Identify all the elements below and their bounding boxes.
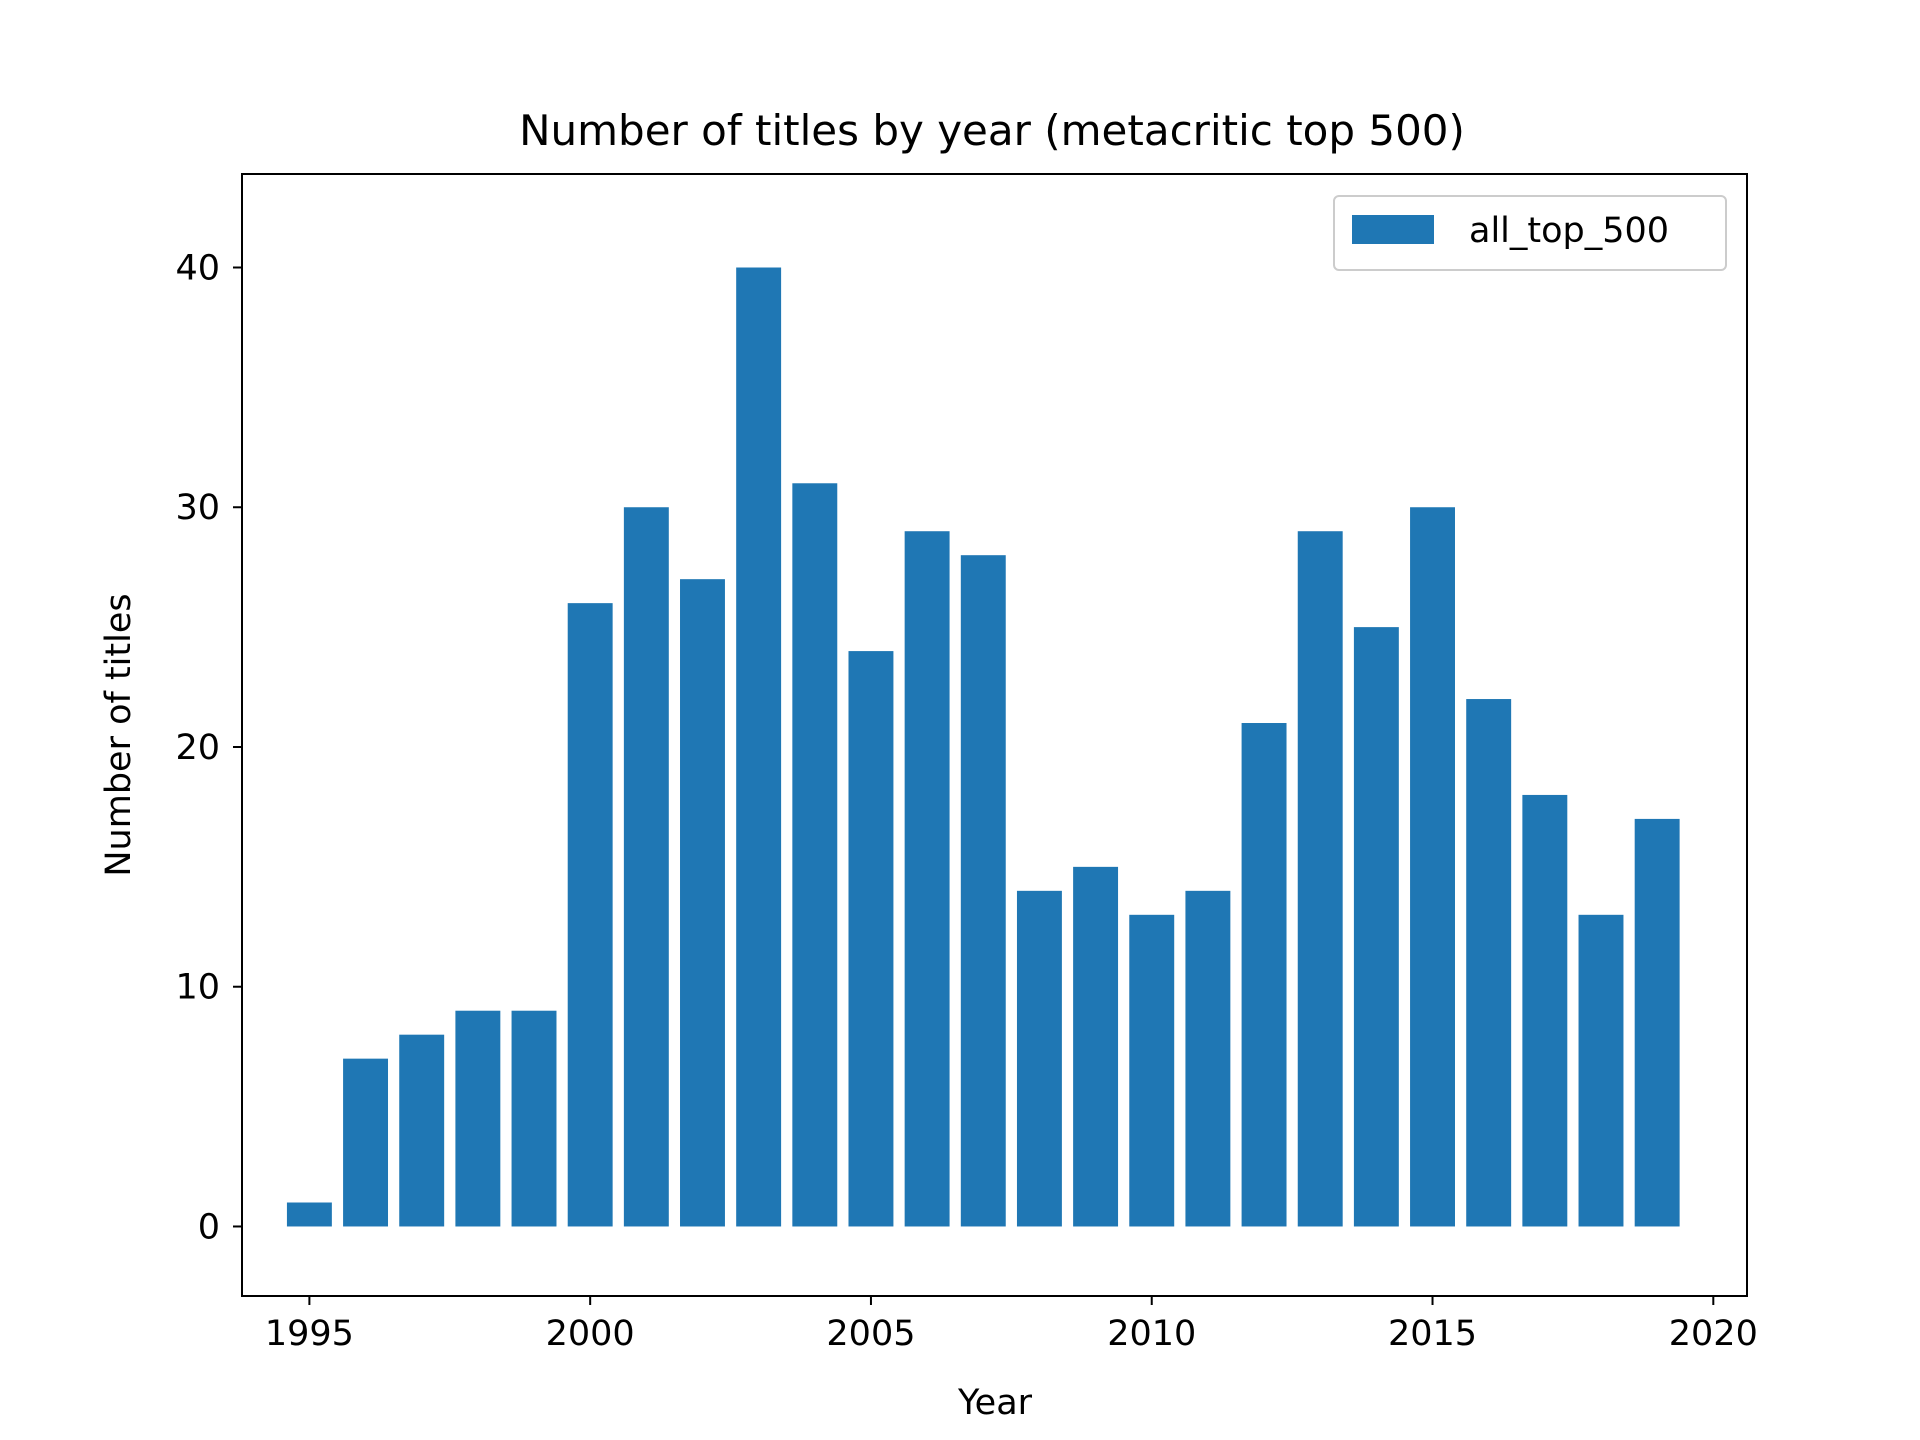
x-tick-label: 2000 — [546, 1314, 635, 1354]
x-axis-label: Year — [957, 1383, 1033, 1423]
bar-2000 — [567, 603, 613, 1227]
bar-2013 — [1297, 531, 1343, 1227]
bar-1997 — [399, 1034, 445, 1227]
bar-2010 — [1129, 914, 1175, 1227]
bar-2009 — [1073, 866, 1119, 1227]
y-tick-label: 10 — [175, 968, 220, 1008]
bar-2018 — [1578, 914, 1624, 1227]
bar-2016 — [1466, 699, 1512, 1227]
bar-2008 — [1016, 890, 1062, 1227]
bar-2017 — [1522, 794, 1568, 1227]
bar-2005 — [848, 651, 894, 1227]
x-tick-label: 2020 — [1669, 1314, 1758, 1354]
x-tick-label: 2005 — [826, 1314, 915, 1354]
x-tick-label: 1995 — [265, 1314, 354, 1354]
y-axis-label: Number of titles — [99, 593, 139, 876]
bars-layer — [286, 267, 1680, 1227]
bar-2003 — [736, 267, 782, 1227]
legend-label: all_top_500 — [1469, 211, 1669, 251]
bar-1996 — [343, 1058, 389, 1227]
chart-title: Number of titles by year (metacritic top… — [519, 106, 1465, 155]
y-axis: 0 10 20 30 40 — [175, 249, 242, 1247]
bar-2004 — [792, 483, 838, 1227]
bar-2007 — [960, 555, 1006, 1227]
bar-2012 — [1241, 723, 1287, 1227]
plot-frame — [241, 173, 1748, 1297]
y-tick-label: 20 — [175, 728, 220, 768]
legend: all_top_500 — [1333, 195, 1727, 271]
bar-2006 — [904, 531, 950, 1227]
x-tick-label: 2010 — [1107, 1314, 1196, 1354]
bar-2002 — [680, 579, 725, 1227]
bar-2001 — [623, 507, 669, 1227]
bar-2019 — [1634, 818, 1680, 1227]
x-axis: 1995 2000 2005 2010 2015 2020 — [265, 1296, 1758, 1354]
y-tick-label: 40 — [175, 249, 220, 289]
x-tick-label: 2015 — [1388, 1314, 1477, 1354]
bar-1999 — [511, 1010, 557, 1227]
bar-1998 — [455, 1010, 501, 1227]
y-tick-label: 30 — [175, 488, 220, 528]
legend-box — [1333, 195, 1727, 271]
legend-swatch — [1352, 215, 1434, 244]
bar-2014 — [1353, 627, 1399, 1227]
bar-2011 — [1185, 890, 1231, 1227]
bar-1995 — [286, 1202, 332, 1227]
bar-2015 — [1410, 507, 1455, 1227]
y-tick-label: 0 — [198, 1207, 220, 1247]
